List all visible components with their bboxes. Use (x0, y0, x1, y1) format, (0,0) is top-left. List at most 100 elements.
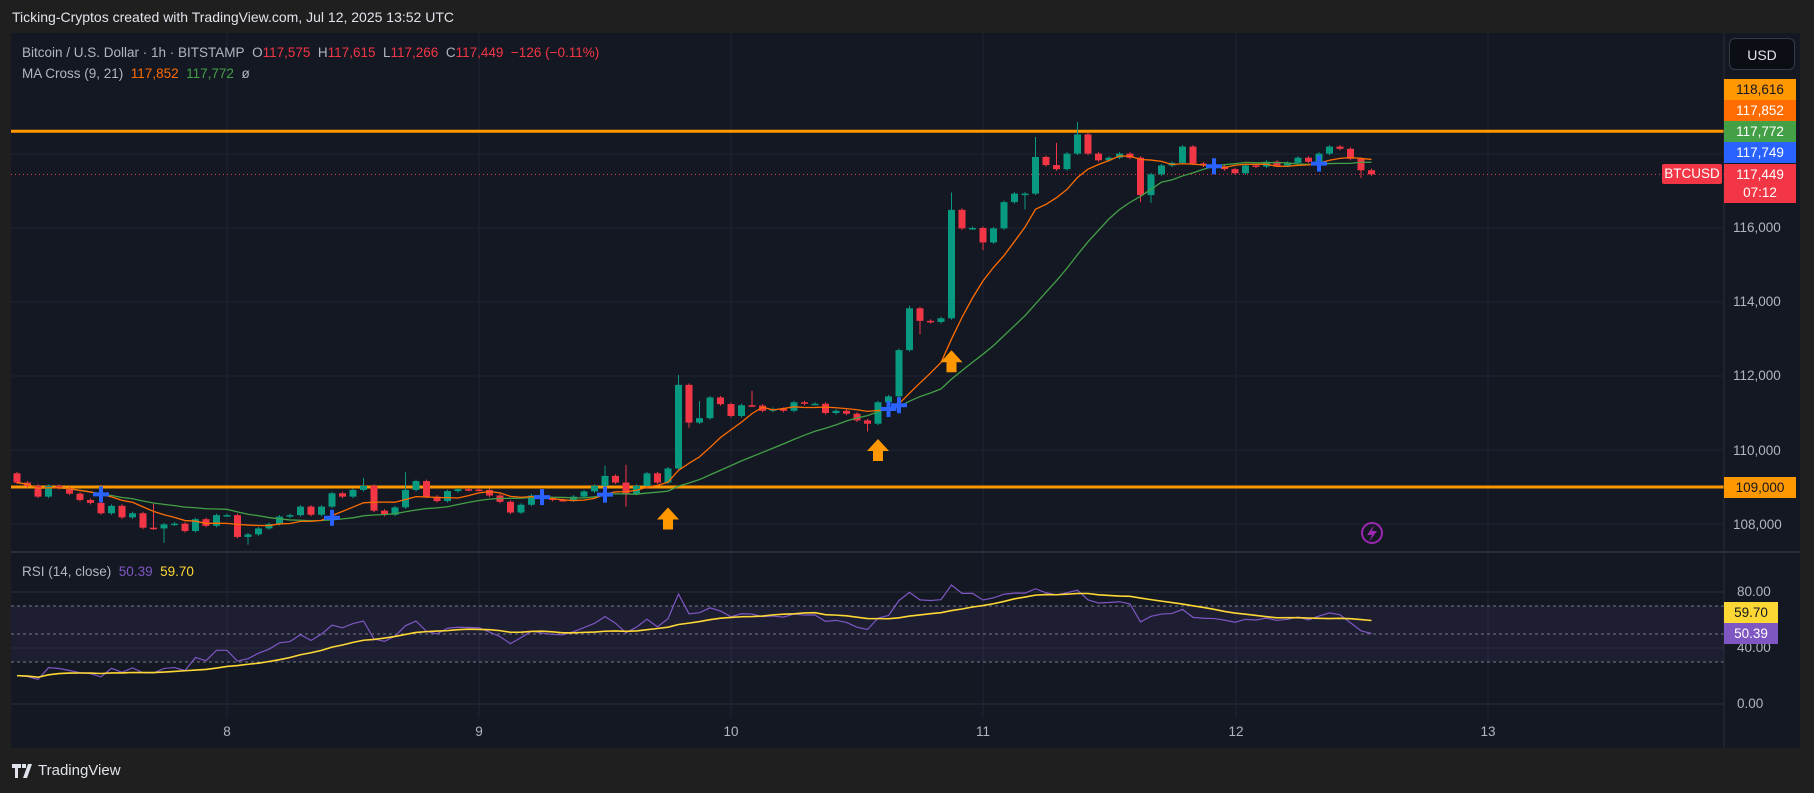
candle-body (580, 491, 588, 497)
candle-body (738, 405, 745, 416)
candle (895, 348, 903, 398)
candle-body (34, 485, 42, 497)
rsi-tick: 80.00 (1737, 584, 1771, 599)
rsi-name: RSI (14, close) (22, 564, 112, 579)
chart-panel[interactable] (11, 33, 1800, 748)
lightning-icon[interactable] (1361, 522, 1383, 544)
candle (129, 511, 136, 519)
currency-button[interactable]: USD (1729, 38, 1795, 70)
candle (622, 464, 630, 507)
candle-body (87, 499, 94, 503)
candle-body (234, 515, 241, 537)
change-value: −126 (−0.11%) (510, 45, 600, 60)
grid (11, 33, 1724, 718)
tradingview-logo[interactable]: TradingView (12, 762, 121, 779)
candle (1137, 156, 1144, 203)
rsi-legend[interactable]: RSI (14, close) 50.39 59.70 (22, 564, 194, 579)
candle-body (843, 410, 850, 414)
ma-cross-marker (891, 397, 907, 414)
candle (759, 404, 766, 413)
ma-legend[interactable]: MA Cross (9, 21) 117,852 117,772 ø (22, 66, 250, 81)
ma-cross-marker (597, 486, 613, 503)
ma-cross-marker (880, 401, 897, 418)
candle (612, 474, 619, 485)
candle (1158, 163, 1165, 176)
candle (13, 471, 21, 485)
candle-body (1347, 148, 1354, 159)
candle-body (664, 468, 672, 483)
low-label: L (383, 45, 391, 60)
candle (1032, 136, 1039, 196)
candle (1063, 152, 1071, 171)
candle-body (748, 405, 756, 407)
candle-body (1368, 170, 1375, 175)
candle (391, 505, 399, 517)
candle-body (1063, 153, 1071, 170)
candle (822, 402, 829, 415)
candle (307, 505, 315, 517)
candle (412, 479, 420, 492)
candle-body (601, 475, 609, 486)
candle (339, 491, 346, 499)
candle-body (171, 523, 178, 526)
up-arrow-icon (867, 439, 889, 461)
candle-body (45, 485, 52, 497)
candle-body (612, 475, 619, 483)
candle-body (223, 515, 231, 517)
candle (486, 488, 493, 497)
date-tick: 8 (223, 724, 231, 739)
candle-body (811, 403, 819, 406)
candle (370, 484, 378, 513)
rsi-ma-value: 59.70 (160, 564, 194, 579)
candle (1053, 142, 1060, 171)
candle-body (874, 402, 882, 424)
candle (465, 487, 472, 492)
rsi-tick: 0.00 (1737, 696, 1764, 711)
candle (181, 522, 189, 533)
attribution-text: Ticking-Cryptos created with TradingView… (12, 9, 454, 25)
candle (265, 522, 273, 530)
candle-body (1021, 193, 1029, 196)
candle (139, 511, 147, 530)
candle-body (402, 489, 409, 508)
candle-body (381, 510, 388, 515)
price-tick: 110,000 (1733, 443, 1781, 458)
candle (1021, 192, 1029, 210)
candle (811, 402, 819, 406)
candle-body (139, 513, 147, 528)
candle (643, 471, 651, 488)
candle (969, 226, 976, 230)
candle-body (1284, 162, 1291, 166)
candle (507, 500, 514, 515)
price-pane (11, 122, 1724, 545)
candle (864, 418, 871, 432)
candle-body (1357, 158, 1365, 171)
candle-body (696, 418, 703, 423)
candle (255, 526, 262, 536)
candle-body (129, 513, 136, 518)
candle (1095, 152, 1102, 162)
candle (454, 487, 462, 493)
symbol-legend[interactable]: Bitcoin / U.S. Dollar · 1h · BITSTAMP O1… (22, 45, 599, 60)
candle-body (885, 396, 892, 403)
candle (717, 395, 724, 406)
open-label: O (252, 45, 263, 60)
candle-countdown: 07:12 (1743, 185, 1777, 200)
date-tick: 11 (975, 724, 990, 739)
candle (192, 517, 199, 533)
candle-body (349, 489, 357, 497)
last-price-value: 117,449 (1736, 167, 1784, 182)
candle-body (454, 489, 462, 492)
candle (948, 192, 955, 320)
candle (517, 503, 525, 515)
candle-body (97, 502, 105, 514)
ma-cross-marker (324, 509, 340, 526)
candle (402, 472, 409, 509)
candle-body (465, 489, 472, 491)
candle-body (423, 481, 430, 497)
candle-body (486, 489, 493, 496)
candle (1084, 132, 1092, 156)
ma-fast-line (16, 155, 1372, 527)
candle (66, 486, 73, 496)
